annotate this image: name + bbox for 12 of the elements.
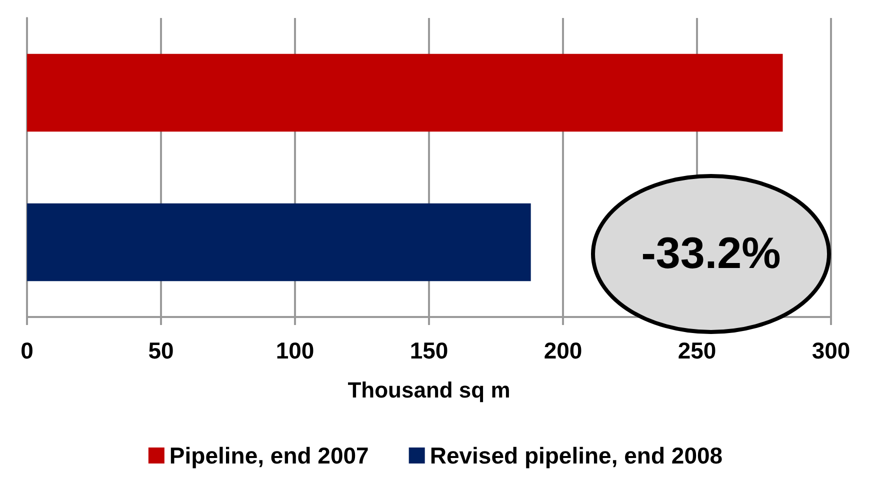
legend-label: Revised pipeline, end 2008 <box>430 442 723 468</box>
annotation: -33.2% <box>641 229 781 279</box>
x-tick-label: 150 <box>410 338 448 364</box>
ellipse-callout: -33.2% <box>591 174 831 334</box>
x-tick-label: 250 <box>678 338 716 364</box>
x-tick-label: 100 <box>276 338 314 364</box>
x-tick-label: 300 <box>812 338 850 364</box>
x-tick-label: 200 <box>544 338 582 364</box>
x-axis-title: Thousand sq m <box>348 378 510 402</box>
x-tick-label: 0 <box>20 338 34 364</box>
x-tick-label: 50 <box>148 338 174 364</box>
legend-label: Pipeline, end 2007 <box>169 442 369 468</box>
